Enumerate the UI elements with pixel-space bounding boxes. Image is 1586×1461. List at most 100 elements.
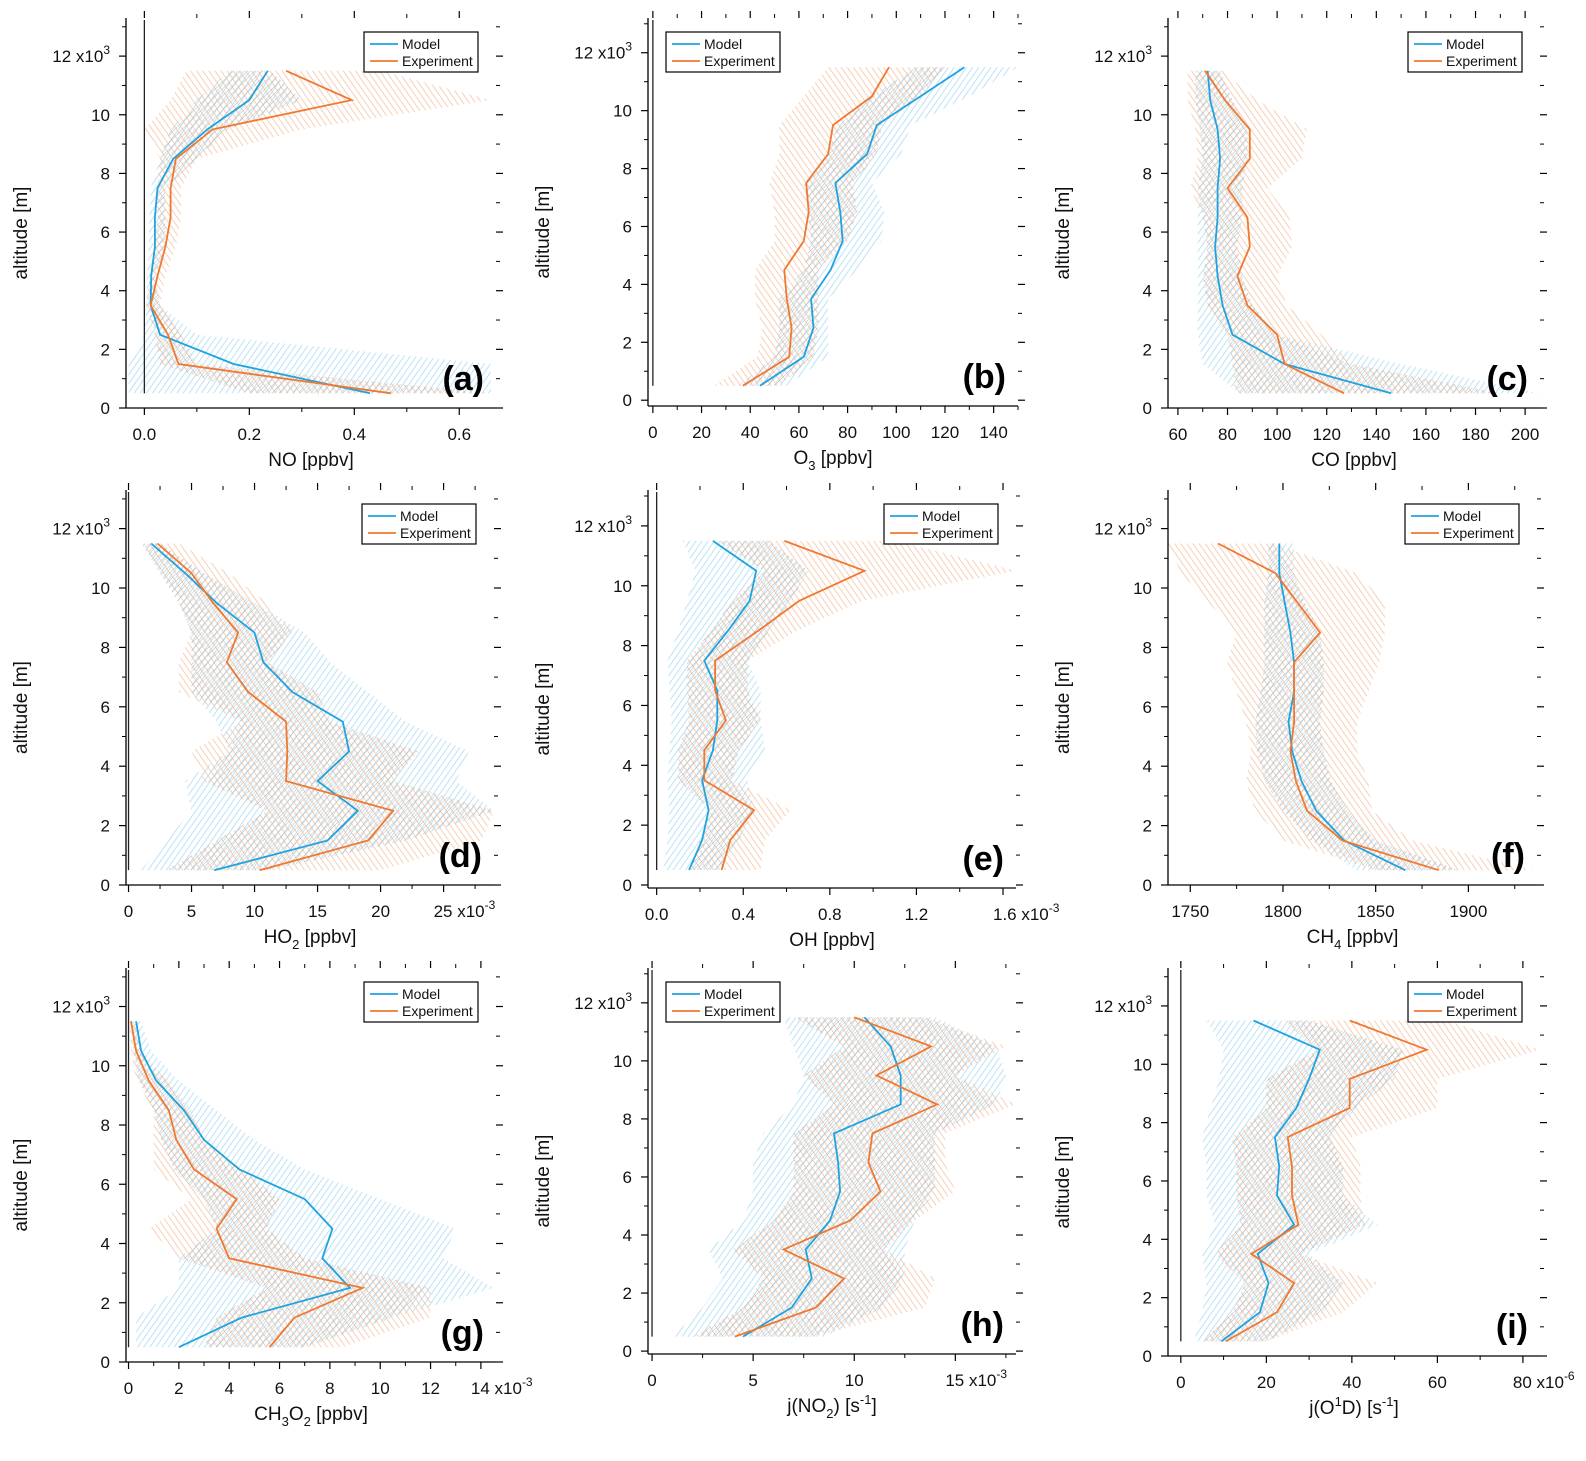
x-tick-label: 0.2 — [238, 425, 262, 444]
x-tick-label: 100 — [882, 423, 910, 442]
panel-letter: (d) — [439, 837, 482, 875]
legend-box — [363, 981, 479, 1023]
y-axis-title: altitude [m] — [533, 663, 554, 756]
y-tick-label: 2 — [101, 340, 110, 359]
panel-e: 0 2 4 6 8 10 12 x103 0.0 0.4 0.8 1.2 1.6 x10-3 OH [p… — [533, 483, 1060, 951]
x-tick-label: 1800 — [1264, 902, 1302, 921]
y-tick-label: 10 — [613, 102, 632, 121]
y-tick-label: 2 — [623, 1284, 632, 1303]
y-tick-label: 8 — [101, 1116, 110, 1135]
panel-h: 0 2 4 6 8 10 12 x103 0 5 10 15 x10-3 j(NO2) [s-1] al… — [533, 961, 1023, 1421]
x-tick-label: 20 — [1257, 1373, 1276, 1392]
overlap-uncertainty-band — [146, 70, 491, 394]
x-axis-title: HO2 [ppbv] — [264, 927, 357, 952]
overlap-uncertainty-band — [1195, 70, 1501, 394]
x-tick-label: 60 — [1428, 1373, 1447, 1392]
experiment-uncertainty-band — [1168, 543, 1534, 871]
x-tick-label: 8 — [325, 1379, 334, 1398]
experiment-series-line — [703, 540, 867, 871]
y-tick-label: 8 — [101, 638, 110, 657]
y-tick-label: 2 — [1143, 817, 1152, 836]
plot-area — [656, 492, 1016, 871]
plot-area — [1180, 970, 1540, 1343]
y-tick-label: 2 — [623, 333, 632, 352]
x-tick-label: 140 — [1362, 425, 1390, 444]
x-tick-label: 4 — [224, 1379, 233, 1398]
legend-experiment-label: Experiment — [1446, 53, 1517, 69]
legend-experiment-label: Experiment — [1443, 525, 1514, 541]
y-tick-label: 12 x103 — [1094, 43, 1152, 66]
experiment-series-line — [1217, 542, 1439, 872]
experiment-series-line — [130, 1021, 366, 1348]
legend-model-label: Model — [402, 36, 440, 52]
x-tick-label: 0.0 — [133, 425, 157, 444]
x-tick-label: 1850 — [1357, 902, 1395, 921]
x-axis-title: CH3O2 [ppbv] — [254, 1404, 368, 1429]
y-tick-label: 12 x103 — [52, 43, 110, 66]
x-tick-label: 0 — [124, 902, 133, 921]
x-tick-label: 0.6 — [447, 425, 471, 444]
x-tick-label: 100 — [1263, 425, 1291, 444]
y-tick-label: 12 x103 — [52, 994, 110, 1017]
x-axis-title: O3 [ppbv] — [793, 448, 872, 473]
panel-letter: (f) — [1491, 837, 1525, 875]
y-tick-label: 12 x103 — [1094, 993, 1152, 1016]
legend-experiment-label: Experiment — [704, 53, 775, 69]
legend-box — [665, 981, 781, 1023]
y-axis-title: altitude [m] — [11, 1139, 32, 1232]
y-tick-label: 6 — [101, 698, 110, 717]
y-axis-title: altitude [m] — [1053, 1136, 1074, 1229]
experiment-series-line — [156, 542, 395, 872]
panel-d: 0 2 4 6 8 10 12 x103 0 5 10 15 20 25 x10-3 HO2 [ppbv]… — [11, 483, 501, 952]
legend-box — [665, 31, 781, 73]
x-tick-label: 0.8 — [818, 905, 842, 924]
y-tick-label: 12 x103 — [574, 990, 632, 1013]
legend-model-label: Model — [1446, 986, 1484, 1002]
legend-box — [363, 31, 479, 73]
y-tick-label: 2 — [623, 816, 632, 835]
y-tick-label: 6 — [1143, 223, 1152, 242]
x-axis-title: CH4 [ppbv] — [1307, 927, 1399, 952]
model-series-line — [1220, 1019, 1321, 1343]
y-tick-label: 10 — [91, 106, 110, 125]
x-axis-title: NO [ppbv] — [268, 450, 354, 471]
x-tick-label: 20 — [692, 423, 711, 442]
y-tick-label: 12 x103 — [1094, 516, 1152, 539]
plot-area — [127, 970, 494, 1349]
y-tick-label: 4 — [1143, 282, 1152, 301]
y-tick-label: 6 — [1143, 1172, 1152, 1191]
x-tick-label: 20 — [371, 902, 390, 921]
y-tick-label: 8 — [623, 637, 632, 656]
x-tick-label: 40 — [1342, 1373, 1361, 1392]
x-axis-title: j(O1D) [s-1] — [1308, 1394, 1399, 1419]
legend-experiment-label: Experiment — [402, 53, 473, 69]
y-tick-label: 6 — [623, 217, 632, 236]
panel-letter: (i) — [1496, 1308, 1528, 1346]
x-tick-label: 0.0 — [645, 905, 669, 924]
model-series-line — [150, 542, 360, 872]
overlap-uncertainty-band — [131, 1021, 431, 1348]
legend-experiment-label: Experiment — [400, 525, 471, 541]
x-tick-label: 80 — [838, 423, 857, 442]
y-tick-label: 4 — [623, 1226, 632, 1245]
panel-letter: (e) — [962, 840, 1004, 878]
y-tick-label: 2 — [1143, 1289, 1152, 1308]
y-tick-label: 6 — [1143, 698, 1152, 717]
panel-b: 0 2 4 6 8 10 12 x103 0 20 40 60 80 100 120 140 O3 [ppbv… — [533, 11, 1025, 473]
y-tick-label: 0 — [623, 1342, 632, 1361]
x-tick-label: 12 — [421, 1379, 440, 1398]
y-tick-label: 2 — [101, 1294, 110, 1313]
x-tick-label: 0 — [648, 423, 657, 442]
y-tick-label: 10 — [613, 577, 632, 596]
y-tick-label: 2 — [1143, 340, 1152, 359]
panel-letter: (h) — [961, 1306, 1004, 1344]
y-tick-label: 4 — [623, 275, 632, 294]
y-tick-label: 12 x103 — [52, 516, 110, 539]
experiment-series-line — [742, 66, 890, 387]
x-tick-label: 160 — [1412, 425, 1440, 444]
experiment-uncertainty-band — [1187, 70, 1501, 394]
